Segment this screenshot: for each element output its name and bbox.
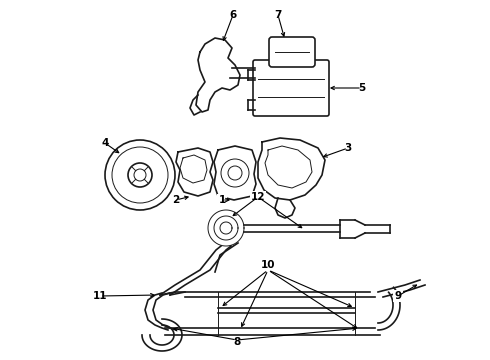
Circle shape [221,159,249,187]
Circle shape [105,140,175,210]
Text: 8: 8 [233,337,241,347]
FancyBboxPatch shape [253,60,329,116]
Text: 3: 3 [344,143,352,153]
Text: 4: 4 [101,138,109,148]
Text: 9: 9 [394,291,402,301]
Circle shape [134,169,146,181]
FancyBboxPatch shape [269,37,315,67]
Circle shape [112,147,168,203]
Text: 2: 2 [172,195,180,205]
Text: 10: 10 [261,260,275,270]
Circle shape [128,163,152,187]
Circle shape [228,166,242,180]
Text: 11: 11 [93,291,107,301]
Text: 7: 7 [274,10,282,20]
Text: 1: 1 [219,195,225,205]
Text: 12: 12 [251,192,265,202]
Text: 5: 5 [358,83,366,93]
Text: 6: 6 [229,10,237,20]
